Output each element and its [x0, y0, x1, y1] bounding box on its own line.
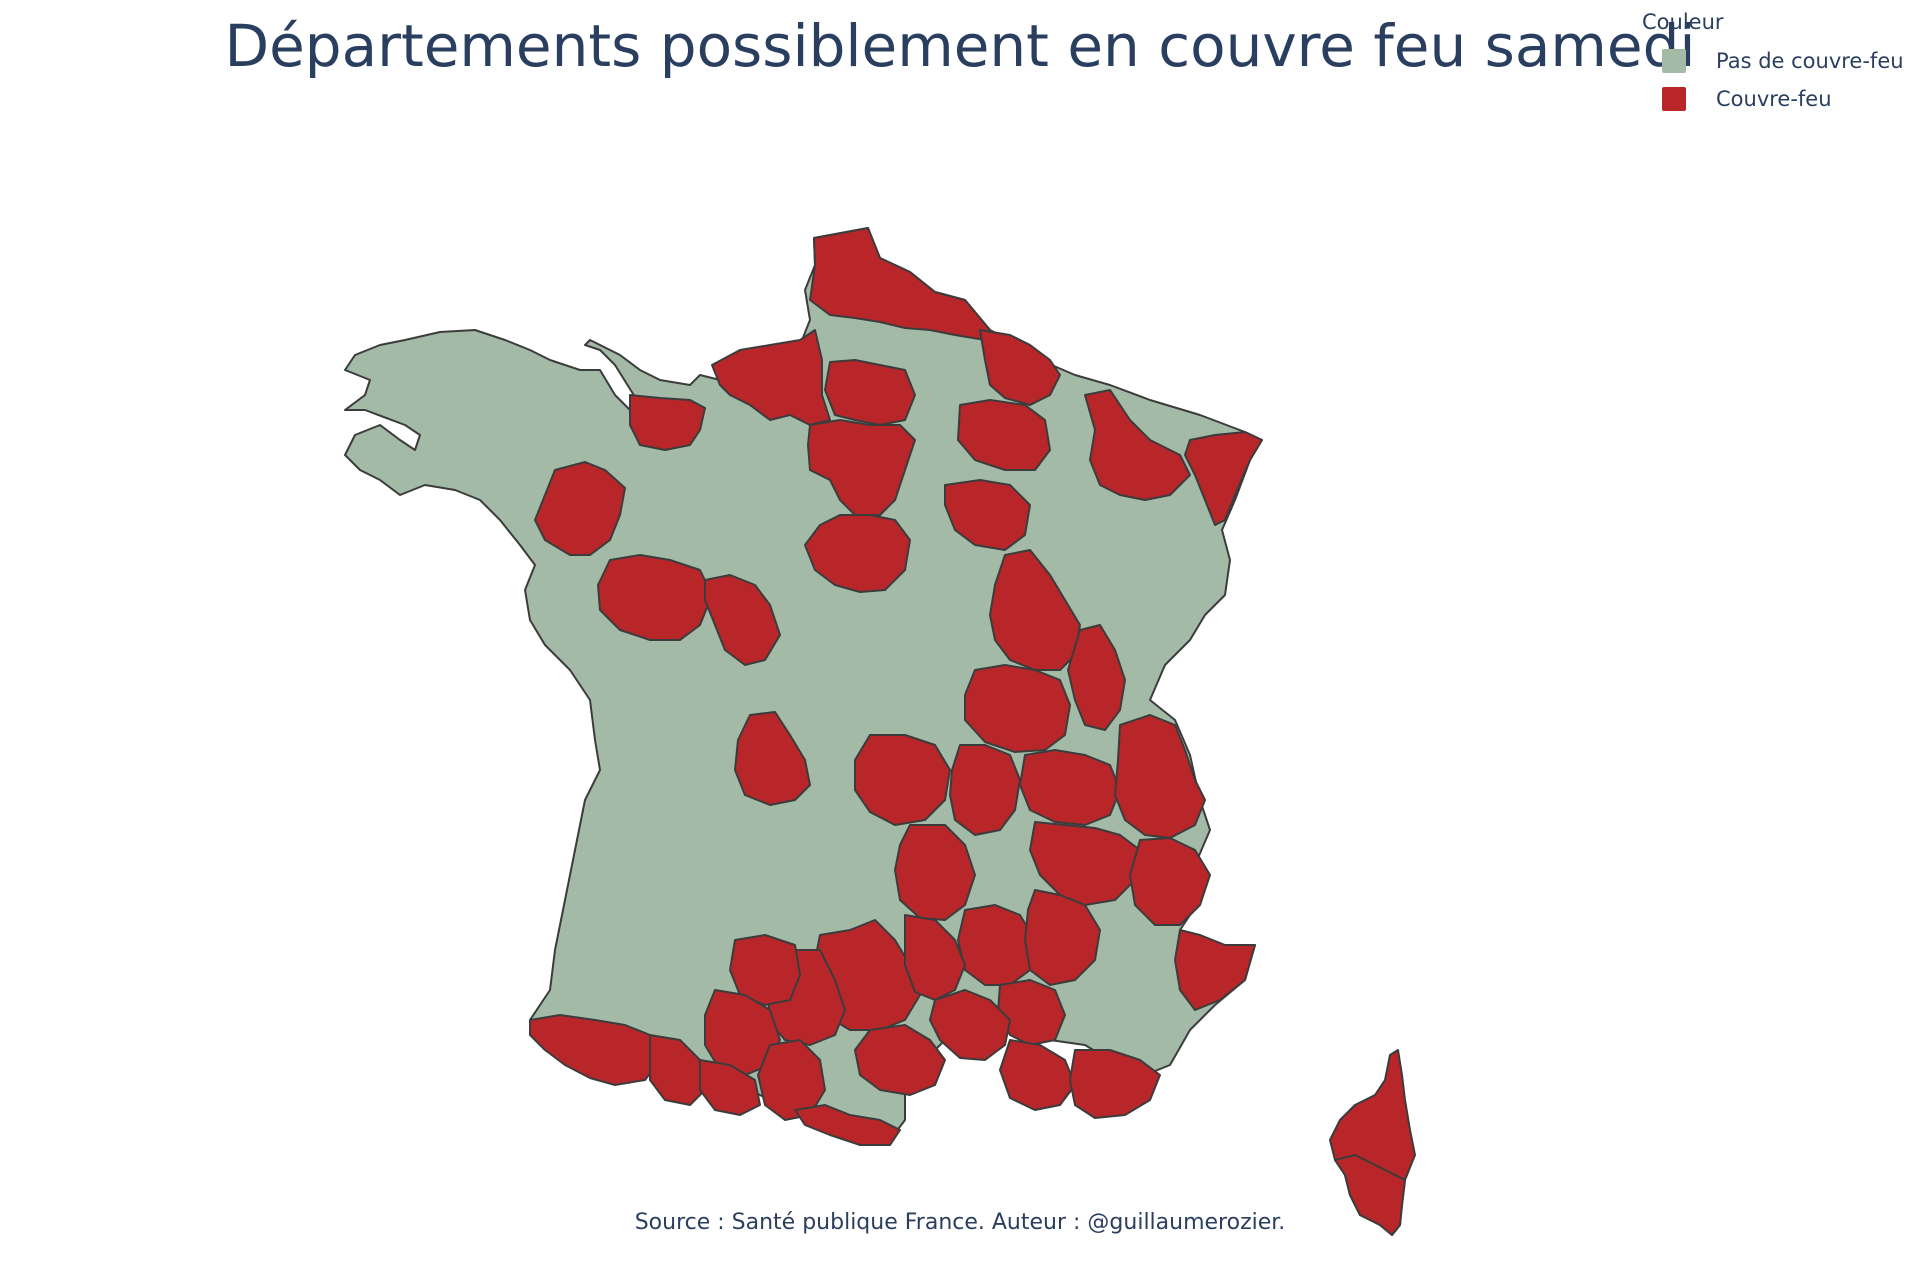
legend-swatch-no-curfew: [1662, 49, 1686, 73]
region-nord[interactable]: [809, 227, 991, 341]
region-marne[interactable]: [979, 329, 1061, 406]
chart-title: Départements possiblement en couvre feu …: [224, 12, 1696, 80]
legend-item-no-curfew[interactable]: Pas de couvre-feu: [1662, 46, 1904, 76]
region-isere[interactable]: [1029, 821, 1141, 906]
region-haute-vienne[interactable]: [734, 711, 811, 806]
legend-title: Couleur: [1642, 10, 1724, 34]
region-cote-dor[interactable]: [989, 549, 1081, 671]
region-ille-et-vilaine[interactable]: [534, 461, 626, 556]
curfew-regions: [529, 227, 1263, 1146]
region-tarn-et-garonne[interactable]: [729, 934, 801, 1006]
region-aube[interactable]: [944, 479, 1031, 551]
region-loire[interactable]: [894, 824, 976, 921]
region-hautes-alpes[interactable]: [1129, 837, 1211, 926]
region-alpes-maritimes[interactable]: [1174, 929, 1256, 1011]
region-somme[interactable]: [824, 359, 916, 426]
region-maine-et-loire[interactable]: [597, 554, 713, 641]
legend-label-curfew: Couvre-feu: [1716, 87, 1832, 111]
region-var[interactable]: [1069, 1049, 1161, 1119]
region-savoie[interactable]: [1114, 714, 1206, 839]
region-moselle[interactable]: [1084, 389, 1191, 501]
region-bas-rhin[interactable]: [1184, 431, 1263, 526]
region-allier[interactable]: [854, 734, 951, 826]
region-vaucluse[interactable]: [999, 1039, 1076, 1111]
region-drome[interactable]: [1024, 889, 1101, 986]
region-paris-area[interactable]: [807, 419, 916, 516]
region-ardeche[interactable]: [997, 979, 1066, 1046]
region-loiret[interactable]: [804, 514, 911, 593]
region-hautes-pyrenees[interactable]: [649, 1034, 706, 1106]
region-pyrenees-atlantiques[interactable]: [529, 1014, 661, 1086]
region-jura[interactable]: [1067, 624, 1126, 731]
region-corse-sud[interactable]: [1334, 1154, 1406, 1236]
region-lozere[interactable]: [904, 914, 966, 1001]
legend-swatch-curfew: [1662, 87, 1686, 111]
region-calvados[interactable]: [629, 394, 706, 451]
region-gers[interactable]: [704, 989, 781, 1076]
region-ain[interactable]: [1019, 749, 1121, 826]
region-pyrenees-orientales[interactable]: [794, 1104, 901, 1146]
region-indre-et-loire[interactable]: [704, 574, 781, 666]
region-ariege[interactable]: [699, 1059, 761, 1116]
source-caption: Source : Santé publique France. Auteur :…: [634, 1210, 1286, 1235]
region-rhone[interactable]: [949, 744, 1021, 836]
region-marne-south[interactable]: [957, 399, 1051, 471]
legend-item-curfew[interactable]: Couvre-feu: [1662, 84, 1832, 114]
region-saone-et-loire[interactable]: [964, 664, 1071, 753]
region-herault[interactable]: [854, 1024, 946, 1096]
legend-label-no-curfew: Pas de couvre-feu: [1716, 49, 1904, 73]
region-gard[interactable]: [929, 989, 1011, 1061]
region-seine-maritime[interactable]: [711, 329, 831, 426]
